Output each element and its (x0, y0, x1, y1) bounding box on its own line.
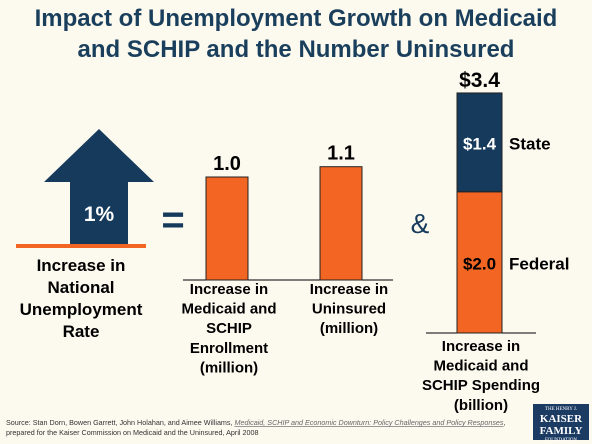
bar-value-label: 1.0 (213, 153, 241, 175)
ampersand-sign: & (411, 208, 430, 239)
up-arrow-icon (44, 129, 154, 245)
arrow-caption-line: National (47, 278, 114, 297)
bar-uninsured (319, 166, 363, 281)
arrow-caption-line: Increase in (37, 256, 126, 275)
series-label: Federal (509, 254, 569, 273)
category-label-line: (million) (320, 320, 378, 337)
category-label-line: SCHIP Spending (422, 377, 540, 394)
title-line-1: Impact of Unemployment Growth on Medicai… (34, 5, 558, 32)
bar-enrollment (205, 176, 249, 281)
source-prefix: Source: Stan Dorn, Bowen Garrett, John H… (6, 418, 235, 427)
equals-sign: = (161, 198, 184, 242)
kaiser-logo: THE HENRY J. KAISER FAMILY FOUNDATION (533, 404, 589, 443)
category-label-line: Increase in (190, 281, 268, 298)
bar-value-label: 1.1 (327, 143, 355, 165)
category-label-line: Uninsured (312, 301, 386, 318)
series-label: State (509, 134, 551, 153)
category-label-line: Medicaid and (433, 358, 528, 375)
total-value-label: $3.4 (459, 69, 500, 92)
category-label-line: Medicaid and (181, 301, 276, 318)
chart-title: Impact of Unemployment Growth on Medicai… (0, 3, 592, 65)
category-label-line: (million) (200, 359, 258, 376)
source-title: Medicaid, SCHIP and Economic Downturn: P… (234, 418, 504, 427)
title-line-2: and SCHIP and the Number Uninsured (77, 36, 515, 63)
category-label-line: Increase in (310, 281, 388, 298)
logo-line-3: FOUNDATION (544, 438, 578, 443)
logo-line-2: KAISER FAMILY (539, 413, 583, 437)
source-note: Source: Stan Dorn, Bowen Garrett, John H… (6, 418, 526, 437)
arrow-value-label: 1% (84, 203, 115, 226)
segment-value-label: $2.0 (463, 254, 496, 273)
arrow-caption-line: Unemployment (20, 300, 143, 319)
stacked-segment-federal (456, 191, 503, 334)
source-suffix: , prepared for the Kaiser Commission on … (6, 418, 506, 437)
arrow-caption-line: Rate (63, 322, 100, 341)
category-label-line: Increase in (442, 338, 520, 355)
category-label-line: SCHIP (206, 320, 252, 337)
category-label-line: (billion) (454, 397, 508, 414)
logo-line-1: THE HENRY J. (544, 407, 578, 412)
category-label-line: Enrollment (190, 340, 268, 357)
segment-value-label: $1.4 (463, 134, 497, 153)
stacked-segment-state (456, 92, 503, 193)
